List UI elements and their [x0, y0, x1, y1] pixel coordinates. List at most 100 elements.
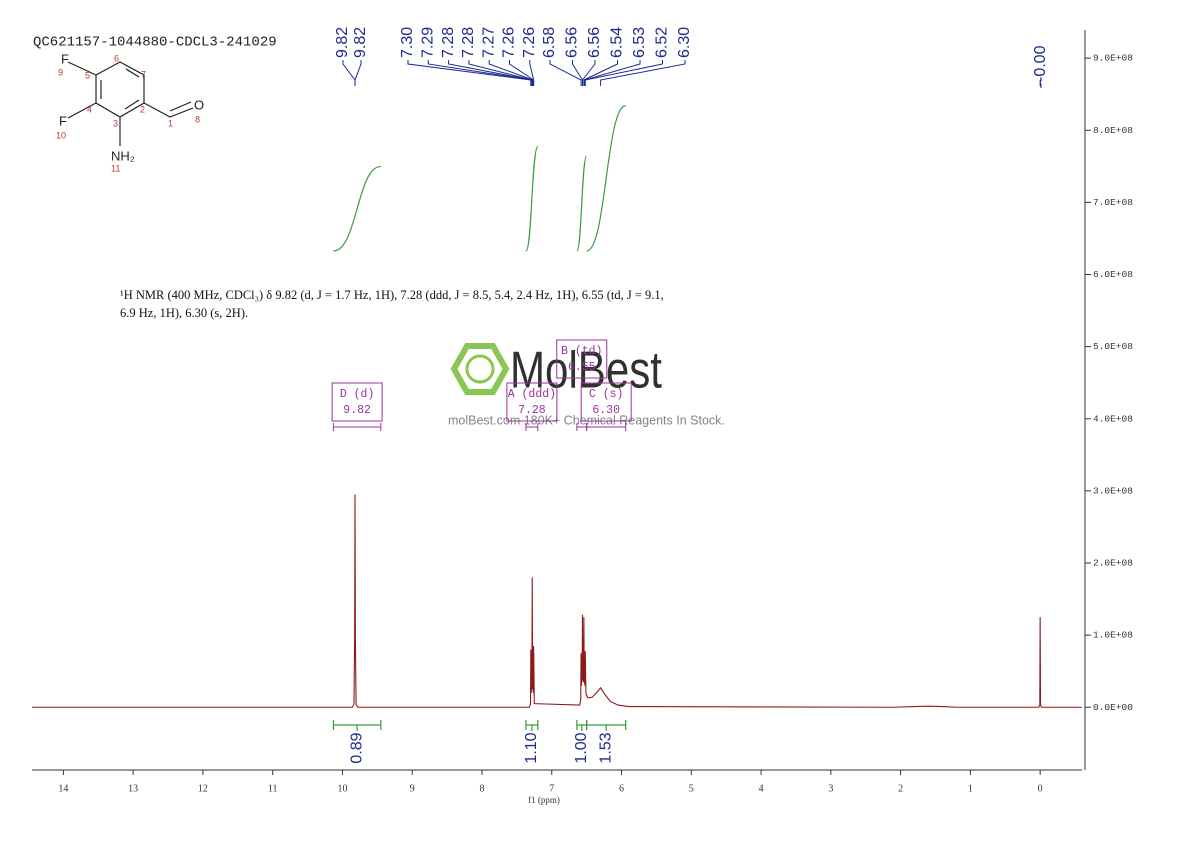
tagline: molBest.com 180K+ Chemical Reagents In S… — [448, 413, 725, 427]
x-tick-label: 13 — [128, 783, 138, 794]
atom-number: 8 — [195, 114, 200, 124]
y-tick-label: 4.0E+08 — [1093, 413, 1133, 424]
atoms: F 9 5 6 7 4 2 O 8 1 F 10 3 NH₂ 11 — [56, 51, 204, 173]
logo-ring — [465, 354, 495, 384]
x-axis-title: f1 (ppm) — [528, 795, 560, 805]
spectrum — [32, 494, 1082, 708]
ring-bonds — [100, 68, 140, 110]
peak-connector — [584, 60, 663, 86]
peak-label: -0.00 — [1032, 45, 1049, 82]
atom-number: 1 — [168, 118, 173, 128]
atom-number: 7 — [141, 69, 146, 79]
atom-number: 2 — [140, 104, 145, 114]
y-tick-label: 2.0E+08 — [1093, 558, 1133, 569]
multiplet-shift: 6.30 — [592, 404, 620, 417]
x-tick-label: 0 — [1038, 783, 1043, 794]
peak-label: 7.29 — [420, 27, 437, 58]
y-tick-label: 6.0E+08 — [1093, 269, 1133, 280]
peak-connector — [584, 60, 641, 86]
peak-label: 7.26 — [501, 27, 518, 58]
peak-label: 6.30 — [676, 27, 693, 58]
peak-connector — [1039, 79, 1042, 89]
x-tick-label: 3 — [828, 783, 833, 794]
chart-title: QC621157-1044880-CDCL3-241029 — [33, 35, 277, 51]
peak-label: 6.53 — [631, 27, 648, 58]
atom-number: 6 — [114, 53, 119, 63]
multiplet-bracket — [332, 423, 382, 431]
x-tick-label: 9 — [410, 783, 415, 794]
multiplet-name: B (td) — [561, 345, 602, 358]
x-tick-label: 2 — [898, 783, 903, 794]
integral-bracket — [525, 720, 539, 731]
peak-label: 9.82 — [352, 27, 369, 58]
brand: MolBest — [510, 342, 662, 400]
y-tick-label: 9.0E+08 — [1093, 53, 1133, 64]
peak-connector — [581, 60, 596, 86]
multiplet-shift: 9.82 — [343, 404, 371, 417]
integral-label: 1.10 — [523, 732, 540, 763]
x-tick-label: 1 — [968, 783, 973, 794]
x-tick-label: 14 — [58, 783, 68, 794]
integral-label: 1.00 — [573, 732, 590, 763]
multiplet-bracket — [586, 423, 627, 431]
peak-connector — [342, 60, 356, 86]
multiplet-box — [556, 339, 608, 379]
peak-label: 6.56 — [586, 27, 603, 58]
peak-label: 7.28 — [460, 27, 477, 58]
x-tick-label: 5 — [689, 783, 694, 794]
multiplet-box — [331, 382, 383, 422]
multiplet-box — [580, 382, 632, 422]
atom: F — [59, 113, 67, 128]
multiplet-shift: 6.55 — [568, 361, 596, 374]
y-tick-label: 8.0E+08 — [1093, 125, 1133, 136]
atom: NH₂ — [111, 148, 135, 163]
peak-connector — [407, 60, 532, 86]
integral-label: 1.53 — [597, 732, 614, 763]
peak-connector — [529, 60, 535, 86]
peak-label: 9.82 — [334, 27, 351, 58]
x-tick-label: 8 — [480, 783, 485, 794]
peak-connector — [427, 60, 533, 86]
x-tick-label: 12 — [198, 783, 208, 794]
y-tick-label: 3.0E+08 — [1093, 485, 1133, 496]
ring — [95, 61, 145, 118]
peak-label: 7.26 — [521, 27, 538, 58]
peak-connector — [448, 60, 533, 86]
x-tick-label: 6 — [619, 783, 624, 794]
x-tick-label: 11 — [268, 783, 278, 794]
multiplet-box — [506, 382, 558, 422]
atom-number: 11 — [111, 163, 120, 173]
peak-connector — [549, 60, 582, 86]
x-tick-label: 7 — [549, 783, 554, 794]
x-tick-label: 4 — [759, 783, 764, 794]
atom-number: 9 — [58, 67, 63, 77]
peak-connector — [488, 60, 534, 86]
atom-number: 4 — [87, 104, 92, 114]
peak-label: 6.56 — [564, 27, 581, 58]
y-tick-label: 0.0E+00 — [1093, 702, 1133, 713]
atom-number: 10 — [56, 130, 66, 140]
peak-connector — [583, 60, 618, 86]
watermark: MolBest molBest.com 180K+ Chemical Reage… — [448, 342, 725, 428]
peak-label: 7.28 — [440, 27, 457, 58]
peak-label: 7.27 — [480, 27, 497, 58]
bonds — [67, 61, 194, 146]
peak-label: 6.54 — [609, 27, 626, 58]
multiplet-name: C (s) — [589, 388, 624, 401]
multiplet-bracket — [525, 423, 539, 431]
integral-label: 0.89 — [348, 732, 365, 763]
multiplet-name: D (d) — [340, 388, 375, 401]
atom: O — [194, 97, 204, 112]
y-tick-label: 1.0E+08 — [1093, 630, 1133, 641]
y-tick-label: 7.0E+08 — [1093, 197, 1133, 208]
multiplet-shift: 7.28 — [518, 404, 546, 417]
x-tick-label: 10 — [337, 783, 347, 794]
double-bond — [169, 101, 192, 112]
integral-curve — [525, 145, 539, 252]
peak-label: 6.58 — [541, 27, 558, 58]
multiplet-name: A (ddd) — [508, 388, 556, 401]
peak-connector — [600, 60, 686, 86]
y-tick-label: 5.0E+08 — [1093, 341, 1133, 352]
